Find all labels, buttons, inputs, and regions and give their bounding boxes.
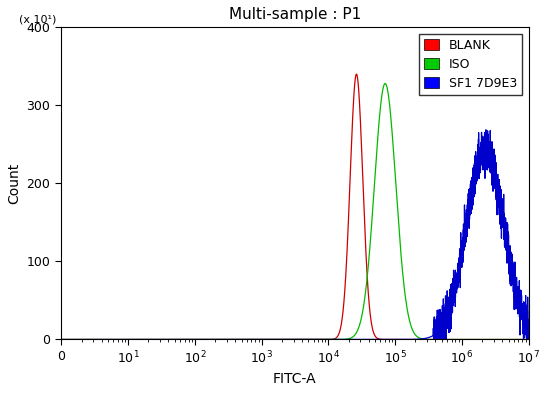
- Text: (x 10¹): (x 10¹): [19, 14, 56, 24]
- Title: Multi-sample : P1: Multi-sample : P1: [229, 7, 361, 22]
- X-axis label: FITC-A: FITC-A: [273, 372, 317, 386]
- Y-axis label: Count: Count: [7, 163, 21, 204]
- Legend: BLANK, ISO, SF1 7D9E3: BLANK, ISO, SF1 7D9E3: [419, 33, 522, 95]
